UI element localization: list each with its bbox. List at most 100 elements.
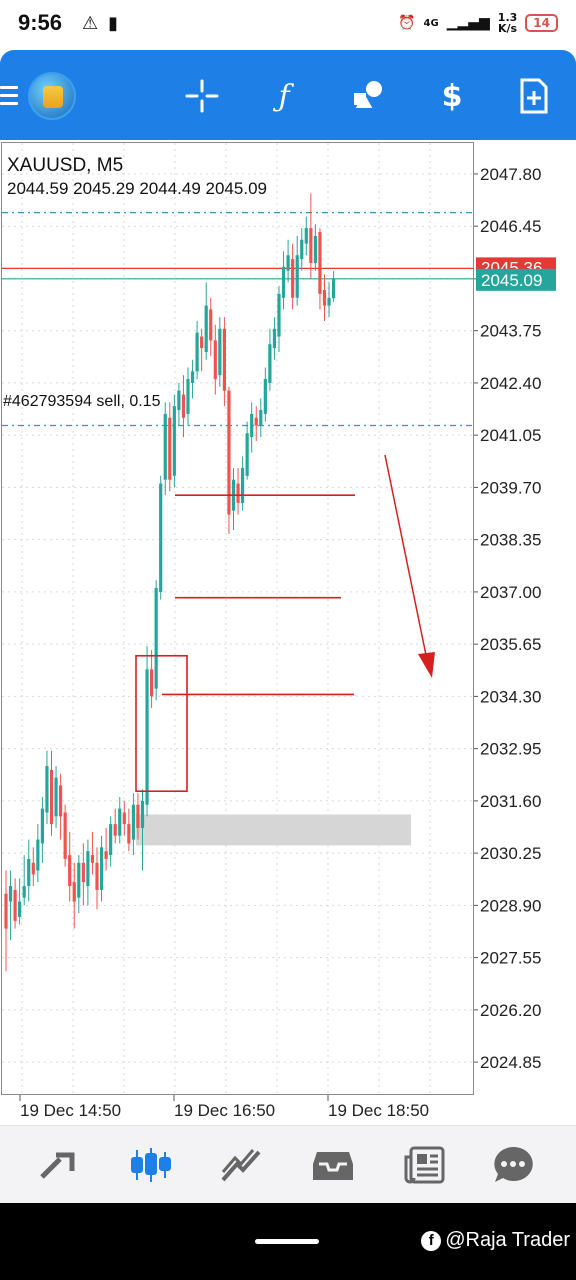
candle <box>27 839 31 902</box>
status-time: 9:56 <box>18 10 63 35</box>
price-label: 2038.35 <box>480 531 541 550</box>
candle <box>309 193 313 279</box>
candle <box>99 835 104 902</box>
candle-body <box>318 232 322 294</box>
candle <box>127 808 131 852</box>
trade-icon[interactable]: $ <box>441 78 463 114</box>
crosshair-icon[interactable] <box>180 74 224 118</box>
bid-price-box <box>476 268 556 291</box>
down-arrow-shaft <box>384 454 428 661</box>
candle-body <box>81 862 85 883</box>
candle <box>281 251 286 310</box>
quotes-icon[interactable] <box>36 1144 82 1186</box>
candle-body <box>268 344 272 383</box>
candle <box>4 870 8 972</box>
candle <box>295 235 299 306</box>
candle-body <box>304 228 308 244</box>
candle <box>186 367 190 426</box>
candle <box>322 274 327 322</box>
candle-body <box>186 379 190 414</box>
candle-body <box>163 413 167 480</box>
status-bar: 9:56 ⚠ ▮ ⏰ 4G ▁▂▄▆ 1.3 K/s 14 <box>0 0 576 50</box>
candle <box>222 317 226 407</box>
order-label[interactable]: #462793594 sell, 0.15 <box>3 393 161 410</box>
candle <box>268 328 272 391</box>
candle <box>81 843 85 906</box>
candle-body <box>322 290 327 306</box>
candle-body <box>204 305 208 352</box>
candle <box>86 839 90 906</box>
candle <box>136 793 140 840</box>
home-gesture-bar[interactable] <box>255 1239 319 1244</box>
candle-body <box>131 804 135 840</box>
candle <box>272 317 277 360</box>
candle <box>181 375 186 438</box>
candle-body <box>13 889 17 921</box>
candle <box>177 382 181 426</box>
chart-toolbar: ƒ $ <box>0 50 576 140</box>
candle-body <box>227 390 231 515</box>
new-order-icon[interactable] <box>512 74 556 118</box>
candle-body <box>168 417 172 480</box>
candle-body <box>4 893 8 929</box>
candle-body <box>291 259 295 298</box>
candle-body <box>259 410 263 426</box>
candle <box>291 243 295 310</box>
candle-body <box>200 336 204 349</box>
candle-body <box>236 483 240 503</box>
candle-body <box>49 769 54 825</box>
candle <box>236 468 240 515</box>
candle <box>54 766 58 828</box>
time-label: 19 Dec 14:50 <box>20 1101 121 1120</box>
candle-body <box>40 808 44 844</box>
chart-icon[interactable] <box>128 1144 174 1186</box>
candle <box>209 297 213 356</box>
candle <box>195 321 199 380</box>
candle <box>286 239 290 283</box>
function-icon[interactable]: ƒ <box>278 78 290 114</box>
candle-body <box>209 309 213 341</box>
candle-body <box>27 858 31 887</box>
candle-body <box>286 255 290 271</box>
candle <box>300 228 304 271</box>
candle-body <box>195 332 199 372</box>
chart-area[interactable]: 2047.80 2046.45 2045.09 2043.75 2042.40 2041.… <box>0 140 576 1125</box>
candle-body <box>272 328 277 349</box>
candle <box>90 831 95 875</box>
candle <box>304 216 308 256</box>
candle-body <box>63 812 67 859</box>
candle-body <box>127 824 131 844</box>
price-chart[interactable]: 2047.80 2046.45 2045.09 2043.75 2042.40 2041.… <box>0 140 576 1125</box>
candle <box>59 773 63 840</box>
price-label: 2037.00 <box>480 583 541 602</box>
price-label: 2035.65 <box>480 635 541 654</box>
candle-body <box>254 417 258 426</box>
objects-icon[interactable] <box>346 74 390 118</box>
candle <box>36 824 40 883</box>
candle-body <box>72 882 76 902</box>
candle <box>313 224 317 271</box>
candle <box>241 456 245 511</box>
candle <box>40 797 44 863</box>
candle-body <box>159 483 163 592</box>
candle-body <box>118 808 122 836</box>
price-label: 2047.80 <box>480 165 541 184</box>
candle-body <box>68 855 72 887</box>
candle <box>31 847 35 887</box>
watermark: f @Raja Trader <box>421 1229 570 1252</box>
news-icon[interactable] <box>402 1144 448 1186</box>
trade-nav-icon[interactable] <box>218 1144 264 1186</box>
candle <box>213 324 217 395</box>
menu-icon[interactable] <box>0 86 18 106</box>
history-icon[interactable] <box>310 1144 356 1186</box>
candle <box>131 793 135 856</box>
candle <box>113 808 117 844</box>
candle <box>200 328 204 372</box>
messages-icon[interactable] <box>490 1144 536 1186</box>
candle-body <box>45 766 49 813</box>
app-logo[interactable] <box>28 72 76 120</box>
candle <box>168 402 172 492</box>
candle <box>263 367 267 422</box>
candle <box>22 855 26 906</box>
candle-body <box>140 800 145 828</box>
